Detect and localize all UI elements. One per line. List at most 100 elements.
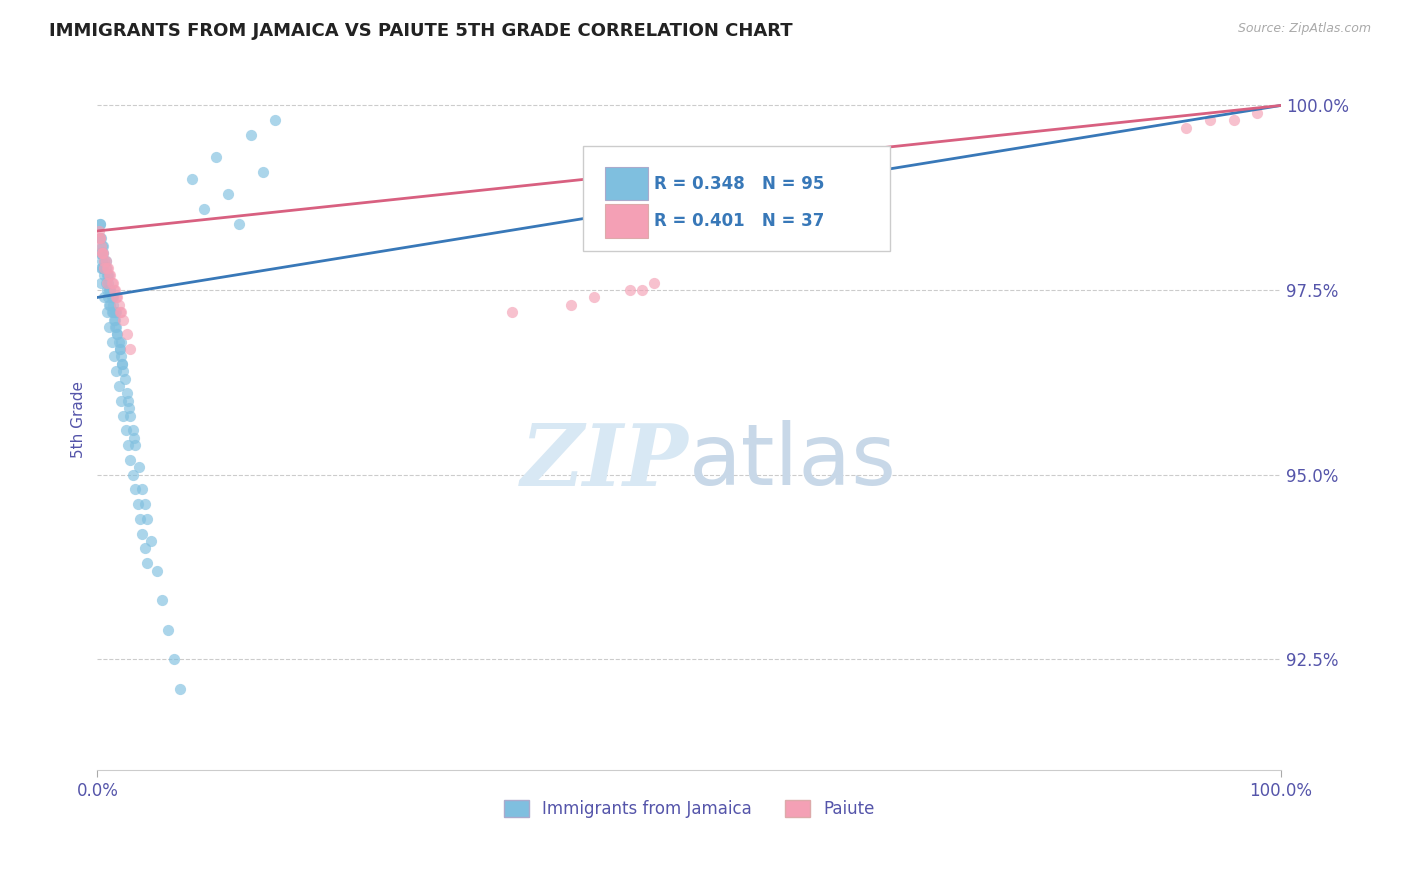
Point	[91, 246, 114, 260]
Y-axis label: 5th Grade: 5th Grade	[72, 381, 86, 458]
Point	[145, 564, 167, 578]
Point	[96, 283, 118, 297]
Point	[111, 357, 134, 371]
Point	[104, 305, 127, 319]
Point	[127, 497, 149, 511]
Point	[91, 238, 114, 252]
Point	[93, 290, 115, 304]
Point	[100, 305, 122, 319]
Point	[90, 276, 112, 290]
Point	[94, 276, 117, 290]
Point	[96, 268, 118, 283]
Point	[107, 334, 129, 349]
Point	[94, 260, 117, 275]
Legend: Immigrants from Jamaica, Paiute: Immigrants from Jamaica, Paiute	[496, 793, 882, 825]
Point	[91, 238, 114, 252]
Point	[101, 305, 124, 319]
FancyBboxPatch shape	[605, 204, 648, 237]
Point	[114, 423, 136, 437]
Point	[114, 371, 136, 385]
Point	[217, 187, 239, 202]
Point	[97, 268, 120, 283]
Point	[101, 276, 124, 290]
Point	[90, 246, 112, 260]
Point	[240, 128, 263, 142]
Point	[97, 276, 120, 290]
Point	[100, 276, 122, 290]
Text: IMMIGRANTS FROM JAMAICA VS PAIUTE 5TH GRADE CORRELATION CHART: IMMIGRANTS FROM JAMAICA VS PAIUTE 5TH GR…	[49, 22, 793, 40]
Point	[89, 217, 111, 231]
Point	[93, 253, 115, 268]
Point	[128, 460, 150, 475]
Point	[110, 305, 132, 319]
Point	[121, 423, 143, 437]
Point	[98, 283, 121, 297]
Point	[124, 483, 146, 497]
Point	[120, 453, 142, 467]
Point	[100, 334, 122, 349]
Point	[98, 268, 121, 283]
Text: R = 0.401   N = 37: R = 0.401 N = 37	[654, 211, 824, 230]
Point	[97, 290, 120, 304]
Point	[89, 231, 111, 245]
Point	[117, 438, 139, 452]
Point	[98, 320, 121, 334]
Point	[560, 298, 582, 312]
Point	[108, 305, 131, 319]
Point	[105, 305, 128, 319]
Point	[93, 268, 115, 283]
Point	[105, 290, 128, 304]
Point	[163, 652, 186, 666]
Text: atlas: atlas	[689, 420, 897, 503]
Point	[1222, 113, 1244, 128]
Point	[103, 312, 125, 326]
Point	[134, 541, 156, 556]
Point	[1246, 105, 1268, 120]
Point	[193, 202, 215, 216]
Point	[115, 386, 138, 401]
Text: Source: ZipAtlas.com: Source: ZipAtlas.com	[1237, 22, 1371, 36]
Point	[100, 290, 122, 304]
Point	[619, 283, 641, 297]
Point	[112, 364, 135, 378]
Point	[91, 253, 114, 268]
Point	[107, 379, 129, 393]
Point	[501, 305, 523, 319]
Point	[105, 364, 128, 378]
Point	[121, 467, 143, 482]
Point	[131, 526, 153, 541]
Point	[136, 556, 159, 570]
Point	[91, 246, 114, 260]
Point	[124, 438, 146, 452]
Point	[122, 431, 145, 445]
Point	[118, 401, 141, 416]
Point	[136, 512, 159, 526]
Point	[96, 276, 118, 290]
Point	[96, 260, 118, 275]
Point	[117, 393, 139, 408]
Text: R = 0.348   N = 95: R = 0.348 N = 95	[654, 175, 824, 193]
Point	[105, 320, 128, 334]
Point	[98, 298, 121, 312]
Point	[134, 497, 156, 511]
FancyBboxPatch shape	[605, 167, 648, 201]
Point	[115, 327, 138, 342]
Point	[90, 260, 112, 275]
Point	[91, 246, 114, 260]
Point	[108, 342, 131, 356]
Point	[98, 298, 121, 312]
Point	[169, 681, 191, 696]
Point	[98, 283, 121, 297]
Point	[96, 305, 118, 319]
Point	[152, 593, 174, 607]
Point	[252, 165, 274, 179]
Point	[104, 320, 127, 334]
FancyBboxPatch shape	[582, 145, 890, 251]
Point	[98, 283, 121, 297]
Point	[108, 342, 131, 356]
Point	[228, 217, 250, 231]
Point	[110, 334, 132, 349]
Point	[120, 342, 142, 356]
Point	[107, 298, 129, 312]
Point	[129, 512, 152, 526]
